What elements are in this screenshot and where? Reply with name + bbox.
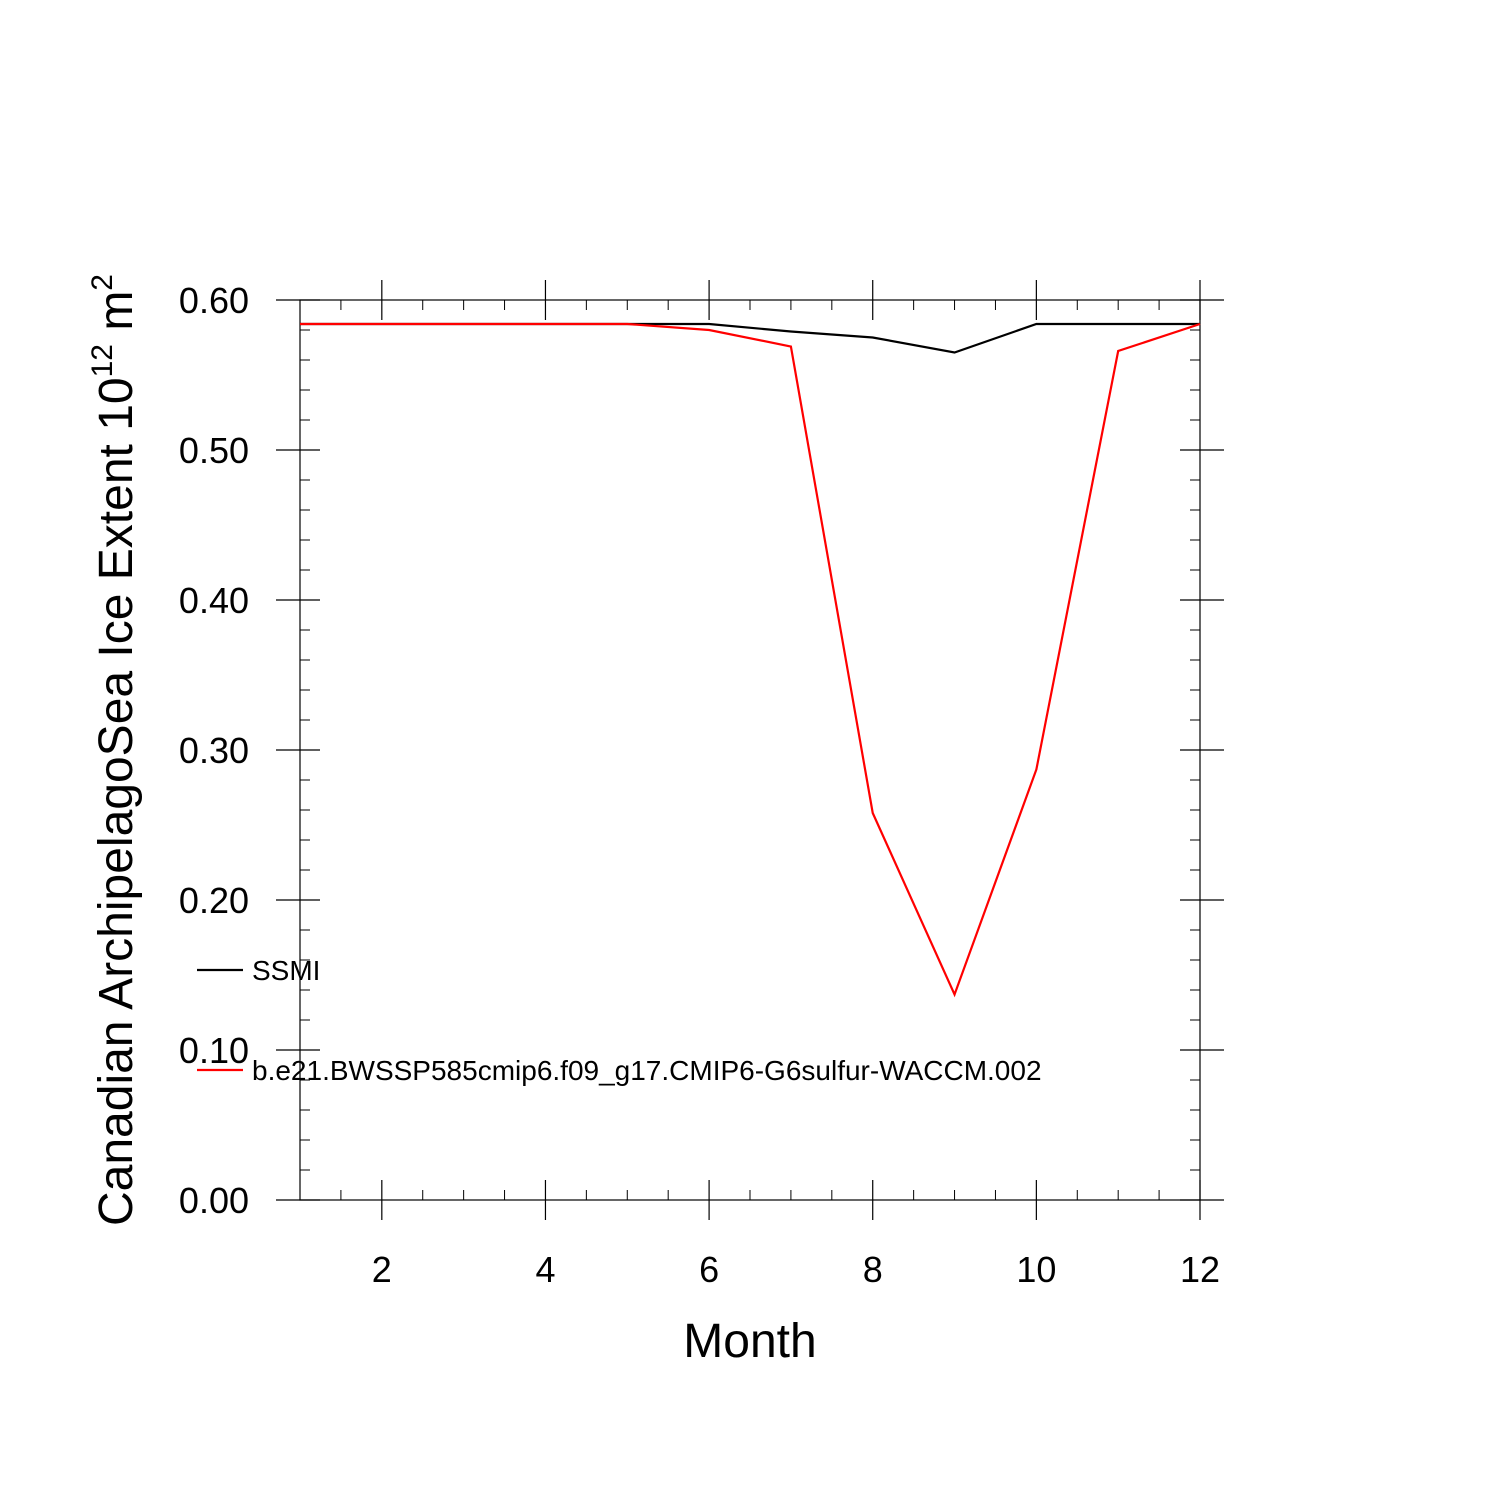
y-axis-title-unit: m <box>90 291 143 344</box>
legend-label: b.e21.BWSSP585cmip6.f09_g17.CMIP6-G6sulf… <box>252 1055 1042 1086</box>
y-tick-label: 0.50 <box>179 430 249 471</box>
y-tick-label: 0.40 <box>179 580 249 621</box>
tick-labels: 2 4 6 8 10 12 0.00 0.10 0.20 0.30 0.40 0.50 0.60 <box>179 280 1220 1290</box>
legend-label: SSMI <box>252 955 320 986</box>
y-tick-label: 0.10 <box>179 1030 249 1071</box>
y-axis-title-main: Canadian ArchipelagoSea Ice Extent 10 <box>90 377 143 1226</box>
y-tick-label: 0.30 <box>179 730 249 771</box>
y-axis-title-unit-exponent: 2 <box>86 274 119 291</box>
x-tick-label: 2 <box>372 1249 392 1290</box>
x-tick-label: 12 <box>1180 1249 1220 1290</box>
x-axis-title: Month <box>683 1315 816 1368</box>
y-tick-label: 0.60 <box>179 280 249 321</box>
data-series <box>300 322 1201 998</box>
x-tick-label: 4 <box>535 1249 555 1290</box>
y-axis-title: Canadian ArchipelagoSea Ice Extent 1012 … <box>86 274 143 1226</box>
y-tick-label: 0.20 <box>179 880 249 921</box>
series-line <box>300 322 1201 998</box>
x-tick-label: 6 <box>699 1249 719 1290</box>
x-tick-label: 10 <box>1016 1249 1056 1290</box>
x-tick-label: 8 <box>863 1249 883 1290</box>
y-tick-label: 0.00 <box>179 1180 249 1221</box>
axis-ticks <box>276 280 1224 1220</box>
y-axis-title-exponent: 12 <box>86 344 119 377</box>
legend: SSMI b.e21.BWSSP585cmip6.f09_g17.CMIP6-G6… <box>197 955 1042 1086</box>
